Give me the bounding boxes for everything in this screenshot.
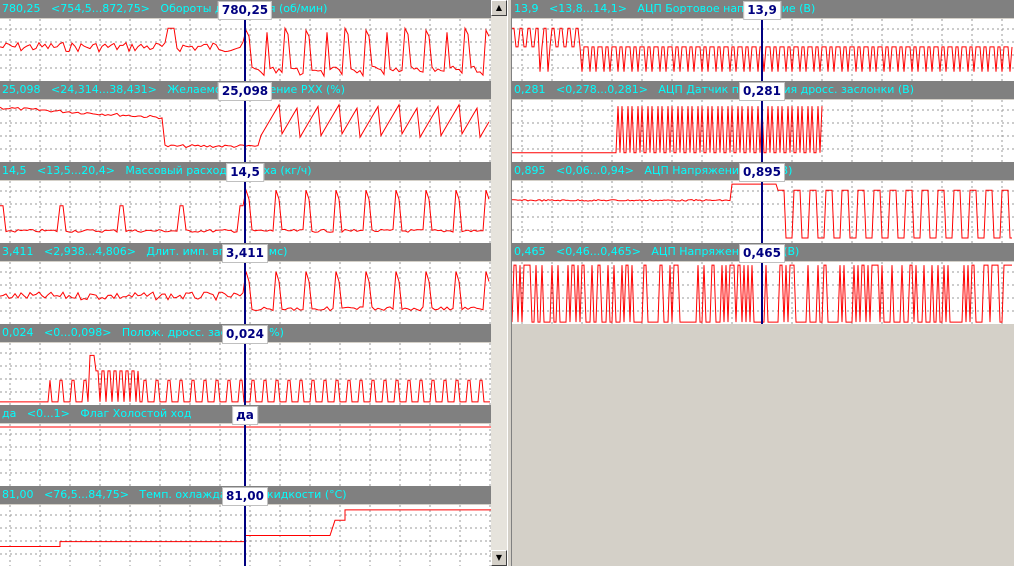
header-current: 81,00 <box>2 488 34 501</box>
plot-area[interactable] <box>512 100 1014 162</box>
header-spacer <box>641 245 652 258</box>
header-current: 14,5 <box>2 164 27 177</box>
waveform-svg <box>0 343 491 405</box>
header-range: <0,06...0,94> <box>556 164 634 177</box>
chart-panel-rxx[interactable]: 25,098 <24,314...38,431> Желаемое положе… <box>0 81 491 162</box>
header-current: да <box>2 407 17 420</box>
header-spacer <box>115 164 126 177</box>
cursor-value-box: 81,00 <box>222 487 268 506</box>
chart-panel-temp[interactable]: 81,00 <76,5...84,75> Темп. охлаждающей ж… <box>0 486 491 566</box>
header-current: 3,411 <box>2 245 34 258</box>
header-spacer <box>70 407 81 420</box>
chart-panel-tpsv[interactable]: 0,281 <0,278...0,281> АЦП Датчик положен… <box>512 81 1014 162</box>
header-spacer <box>34 245 45 258</box>
chart-panel-rpm[interactable]: 780,25 <754,5...872,75> Обороты двигател… <box>0 0 491 81</box>
plot-area[interactable] <box>512 262 1014 324</box>
header-current: 25,098 <box>2 83 41 96</box>
header-range: <2,938...4,806> <box>44 245 136 258</box>
header-current: 0,281 <box>514 83 546 96</box>
cursor-value-box: да <box>232 406 258 425</box>
plot-area[interactable] <box>0 100 491 162</box>
header-spacer <box>34 488 45 501</box>
header-range: <13,5...20,4> <box>37 164 115 177</box>
header-range: <0...0,098> <box>44 326 112 339</box>
cursor-value-box: 14,5 <box>226 163 264 182</box>
header-current: 13,9 <box>514 2 539 15</box>
splitter[interactable] <box>507 0 512 566</box>
chart-panel-inj[interactable]: 3,411 <2,938...4,806> Длит. имп. впрыска… <box>0 243 491 324</box>
cursor-value-box: 0,895 <box>739 163 785 182</box>
plot-area[interactable] <box>512 19 1014 81</box>
waveform-svg <box>512 181 1014 243</box>
plot-area[interactable] <box>0 424 491 486</box>
plot-area[interactable] <box>0 505 491 566</box>
header-spacer <box>41 83 52 96</box>
header-spacer <box>41 2 52 15</box>
header-label: АЦП Бортовое напряжение (В) <box>637 2 816 15</box>
header-spacer <box>111 326 122 339</box>
cursor-value-box: 0,465 <box>739 244 785 263</box>
waveform-svg <box>0 181 491 243</box>
header-current: 780,25 <box>2 2 41 15</box>
header-current: 0,024 <box>2 326 34 339</box>
chart-panel-maf[interactable]: 14,5 <13,5...20,4> Массовый расход возду… <box>0 162 491 243</box>
waveform-svg <box>0 505 491 566</box>
header-spacer <box>539 2 550 15</box>
header-spacer <box>634 164 645 177</box>
chart-panel-o2b[interactable]: 0,465 <0,46...0,465> АЦП Напряжение ДК2 … <box>512 243 1014 324</box>
vertical-scrollbar[interactable]: ▲ ▼ <box>491 0 507 566</box>
header-spacer <box>546 164 557 177</box>
header-spacer <box>129 488 140 501</box>
waveform-svg <box>512 19 1014 81</box>
header-spacer <box>546 83 557 96</box>
header-spacer <box>157 83 168 96</box>
header-spacer <box>34 326 45 339</box>
cursor-value-box: 0,281 <box>739 82 785 101</box>
chart-panel-tps[interactable]: 0,024 <0...0,098> Полож. дросс. заслонки… <box>0 324 491 405</box>
waveform-svg <box>512 100 1014 162</box>
plot-area[interactable] <box>0 262 491 324</box>
header-spacer <box>150 2 161 15</box>
header-spacer <box>27 164 38 177</box>
header-range: <24,314...38,431> <box>51 83 157 96</box>
chart-panel-idle[interactable]: да <0...1> Флаг Холостой ход да <box>0 405 491 486</box>
header-spacer <box>136 245 147 258</box>
header-label: АЦП Датчик положения дросс. заслонки (В) <box>658 83 915 96</box>
header-range: <0,46...0,465> <box>556 245 641 258</box>
scroll-down-icon[interactable]: ▼ <box>491 550 507 566</box>
header-range: <0,278...0,281> <box>556 83 648 96</box>
header-current: 0,895 <box>514 164 546 177</box>
header-spacer <box>16 407 27 420</box>
cursor-value-box: 25,098 <box>217 82 273 101</box>
waveform-svg <box>0 424 491 486</box>
header-range: <754,5...872,75> <box>51 2 150 15</box>
header-spacer <box>627 2 638 15</box>
header-range: <0...1> <box>26 407 70 420</box>
chart-panel-o2a[interactable]: 0,895 <0,06...0,94> АЦП Напряжение ДК1 (… <box>512 162 1014 243</box>
chart-panel-vbat[interactable]: 13,9 <13,8...14,1> АЦП Бортовое напряжен… <box>512 0 1014 81</box>
header-spacer <box>648 83 659 96</box>
scroll-up-icon[interactable]: ▲ <box>491 0 507 16</box>
cursor-value-box: 13,9 <box>743 1 781 20</box>
plot-area[interactable] <box>0 181 491 243</box>
header-range: <76,5...84,75> <box>44 488 129 501</box>
cursor-value-box: 3,411 <box>222 244 268 263</box>
header-label: Массовый расход воздуха (кг/ч) <box>125 164 312 177</box>
plot-area[interactable] <box>512 181 1014 243</box>
cursor-value-box: 0,024 <box>222 325 268 344</box>
plot-area[interactable] <box>0 343 491 405</box>
header-spacer <box>546 245 557 258</box>
cursor-value-box: 780,25 <box>217 1 273 20</box>
waveform-svg <box>0 262 491 324</box>
header-label: Флаг Холостой ход <box>80 407 192 420</box>
header-current: 0,465 <box>514 245 546 258</box>
plot-area[interactable] <box>0 19 491 81</box>
waveform-svg <box>512 262 1014 324</box>
waveform-svg <box>0 19 491 81</box>
header-range: <13,8...14,1> <box>549 2 627 15</box>
waveform-svg <box>0 100 491 162</box>
